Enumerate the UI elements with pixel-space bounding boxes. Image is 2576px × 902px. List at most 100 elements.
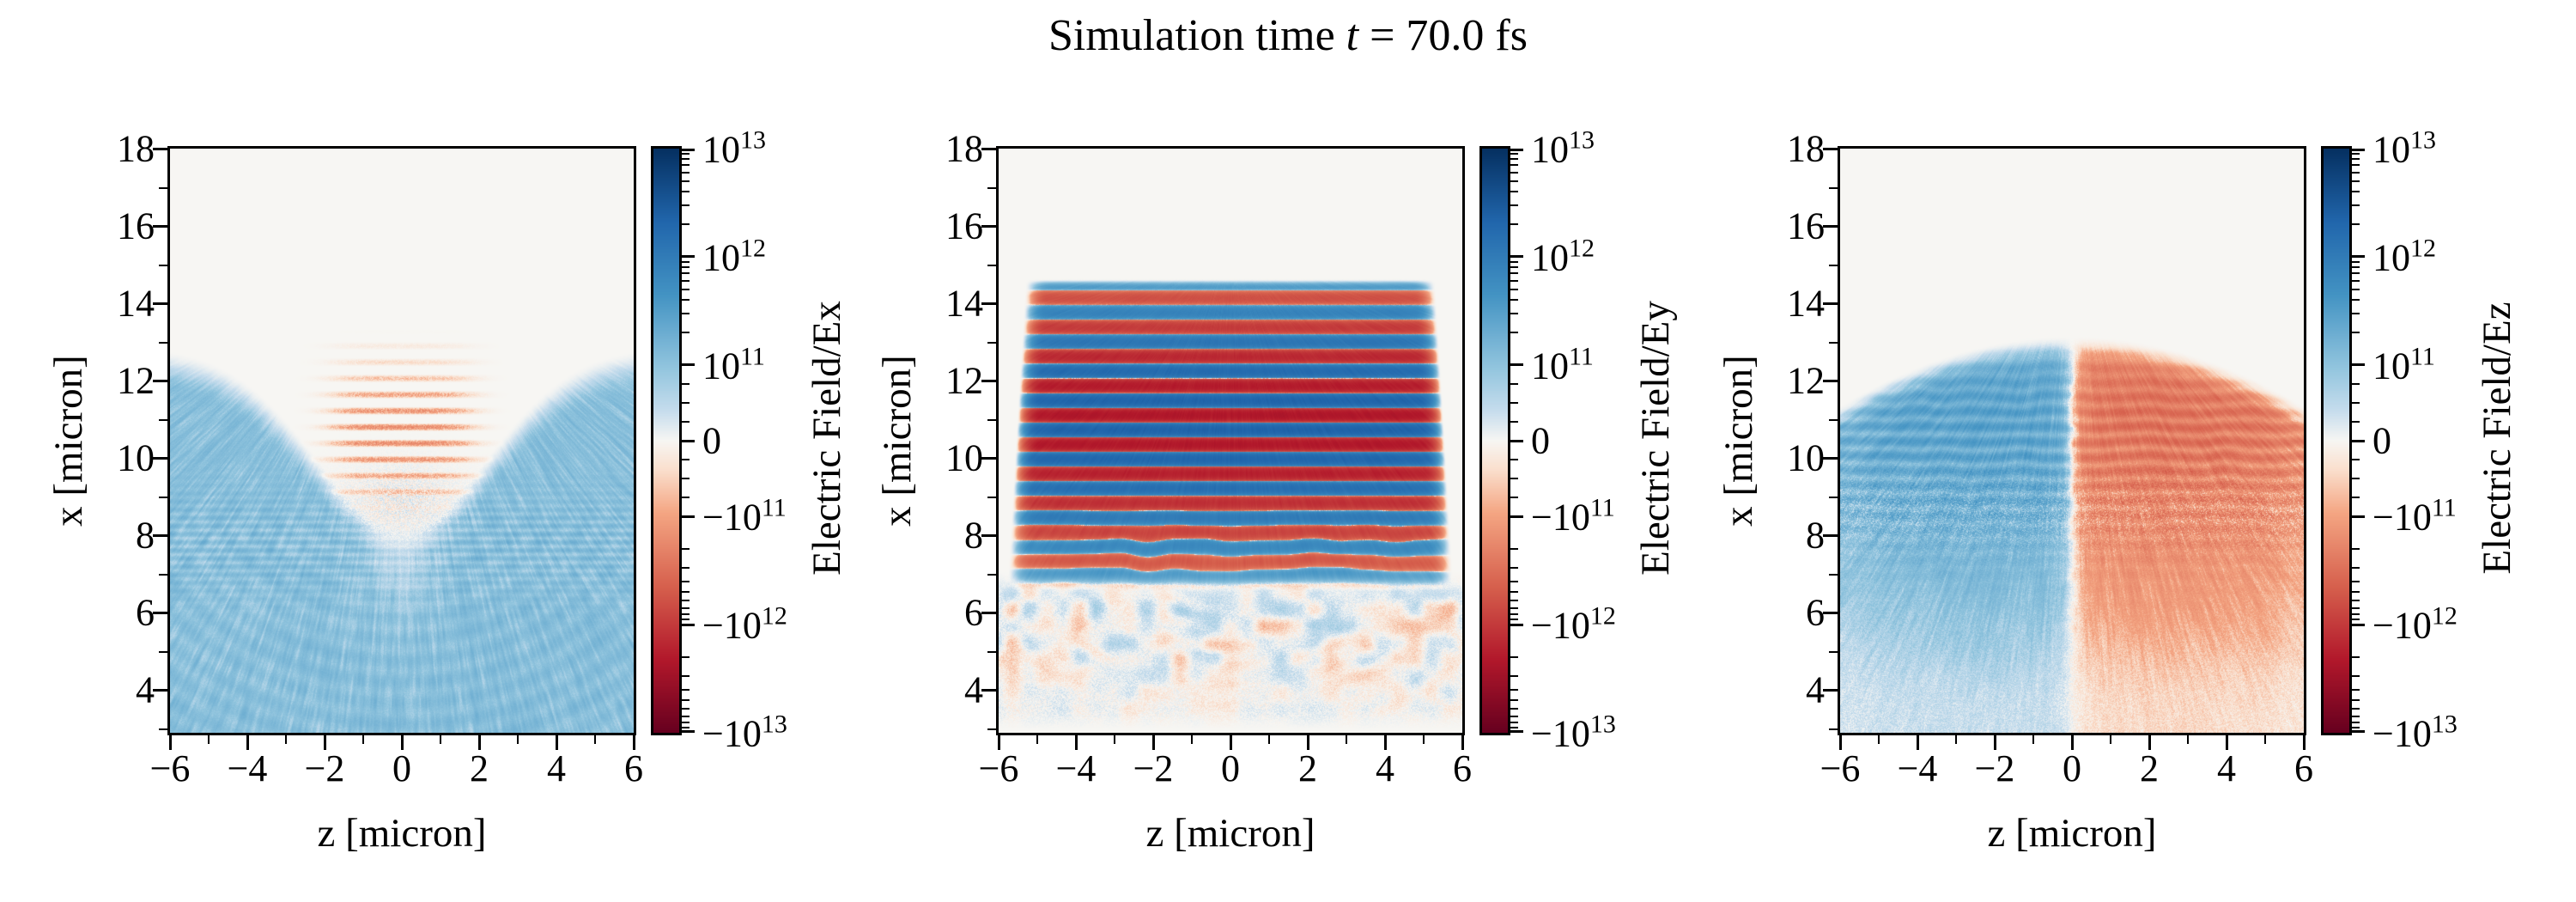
x-tick-label: 2 — [1298, 747, 1317, 789]
colorbar-tick-major — [682, 515, 695, 518]
x-tick-major — [1306, 735, 1309, 750]
x-tick-major — [1074, 735, 1078, 750]
colorbar-tick-minor — [2352, 688, 2360, 691]
colorbar-tick-minor — [2352, 619, 2360, 621]
panel-ey: x [micron] z [micron] −6 −4 −2 0 2 4 6 18 16 14 12… — [863, 126, 1722, 902]
colorbar-tick-minor — [2352, 171, 2360, 174]
y-tick-minor — [1829, 265, 1838, 267]
colorbar-tick-major — [1510, 255, 1523, 259]
colorbar-tick-minor — [682, 265, 690, 268]
y-tick-label: 8 — [1806, 514, 1825, 557]
colorbar-tick-major — [2352, 255, 2365, 259]
y-tick-label: 6 — [136, 591, 155, 634]
x-tick-label: 6 — [2294, 747, 2313, 789]
colorbar-tick-minor — [2352, 382, 2360, 385]
x-axis-label-text: z [micron] — [1987, 811, 2157, 856]
y-tick-minor — [159, 187, 167, 190]
y-tick-label: 4 — [136, 668, 155, 711]
colorbar-tick-minor — [2352, 675, 2360, 678]
colorbar-tick-minor — [1510, 600, 1518, 602]
x-tick-minor — [2110, 735, 2111, 744]
x-tick-label: 0 — [1221, 747, 1240, 789]
x-tick-major — [1838, 735, 1842, 750]
y-tick-major — [1823, 533, 1838, 537]
colorbar-tick-minor — [1510, 265, 1518, 268]
x-tick-major — [246, 735, 249, 750]
y-tick-major — [981, 688, 996, 692]
colorbar-tick-minor — [682, 708, 690, 710]
y-tick-label: 12 — [1787, 359, 1825, 402]
colorbar-tick-minor — [682, 260, 690, 263]
y-tick-label: 14 — [945, 282, 983, 325]
colorbar-tick-minor — [1510, 204, 1518, 206]
y-tick-major — [981, 533, 996, 537]
y-tick-major — [153, 224, 167, 228]
colorbar-label-ez: Electric Field/Ez — [2474, 302, 2520, 574]
colorbar-tick-minor — [1510, 613, 1518, 615]
x-tick-label: 4 — [547, 747, 566, 789]
colorbar-tick-minor — [682, 331, 690, 333]
y-tick-major — [153, 533, 167, 537]
y-tick-minor — [1829, 574, 1838, 576]
y-axis-label: x [micron] — [1716, 355, 1762, 527]
x-tick-minor — [594, 735, 596, 744]
colorbar-tick-minor — [1510, 567, 1518, 570]
y-tick-minor — [1829, 651, 1838, 654]
x-axis-label: z [micron] — [1145, 810, 1315, 856]
colorbar-tick-minor — [1510, 260, 1518, 263]
y-axis-label-text: x [micron] — [1716, 355, 1761, 527]
colorbar-tick-label: 1013 — [1531, 125, 1595, 171]
colorbar-tick-minor — [682, 699, 690, 702]
colorbar-tick-minor — [2352, 265, 2360, 268]
colorbar-tick-minor — [682, 164, 690, 167]
x-tick-label: 4 — [2217, 747, 2236, 789]
x-tick-major — [1461, 735, 1464, 750]
x-tick-label: −6 — [1820, 747, 1861, 789]
colorbar-tick-minor — [682, 191, 690, 193]
colorbar-tick-minor — [2352, 180, 2360, 182]
y-tick-major — [1823, 224, 1838, 228]
colorbar-tick-label: 1011 — [2372, 342, 2435, 387]
x-tick-major — [168, 735, 172, 750]
y-axis-label-text: x [micron] — [46, 355, 91, 527]
colorbar-tick-label: 0 — [1531, 419, 1550, 462]
y-tick-label: 18 — [117, 127, 155, 170]
title-value: = 70.0 fs — [1358, 11, 1528, 60]
colorbar-tick-minor — [682, 567, 690, 570]
y-tick-major — [153, 688, 167, 692]
colorbar-tick-major — [682, 363, 695, 367]
colorbar-tick-major — [682, 149, 695, 151]
colorbar-tick-label: 0 — [702, 419, 721, 462]
y-tick-minor — [987, 651, 996, 654]
x-tick-minor — [1114, 735, 1115, 744]
colorbar-label-text: Electric Field/Ez — [2475, 302, 2519, 575]
colorbar-tick-minor — [682, 727, 690, 729]
x-axis-label-text: z [micron] — [317, 811, 487, 856]
colorbar-tick-minor — [1510, 715, 1518, 717]
x-tick-minor — [2187, 735, 2189, 744]
colorbar-tick-minor — [1510, 420, 1518, 423]
y-tick-minor — [159, 497, 167, 499]
colorbar-tick-label: −1012 — [1531, 601, 1616, 647]
colorbar-tick-major — [682, 439, 695, 442]
colorbar-tick-label: −1013 — [1531, 710, 1616, 755]
colorbar-tick-minor — [1510, 158, 1518, 161]
colorbar-tick-minor — [1510, 619, 1518, 621]
colorbar-tick-minor — [2352, 478, 2360, 480]
y-tick-minor — [987, 187, 996, 190]
x-axis-label-text: z [micron] — [1145, 811, 1315, 856]
y-tick-major — [1823, 147, 1838, 150]
x-tick-label: −2 — [304, 747, 345, 789]
colorbar-tick-minor — [1510, 606, 1518, 609]
y-tick-major — [1823, 302, 1838, 305]
colorbar-tick-major — [1510, 623, 1523, 626]
colorbar-tick-major — [682, 730, 695, 733]
y-tick-major — [153, 147, 167, 150]
x-tick-label: 4 — [1376, 747, 1394, 789]
x-tick-label: −4 — [1897, 747, 1938, 789]
colorbar-tick-minor — [682, 715, 690, 717]
colorbar-tick-minor — [682, 298, 690, 301]
y-tick-label: 18 — [945, 127, 983, 170]
colorbar-tick-minor — [1510, 675, 1518, 678]
x-tick-minor — [1955, 735, 1957, 744]
